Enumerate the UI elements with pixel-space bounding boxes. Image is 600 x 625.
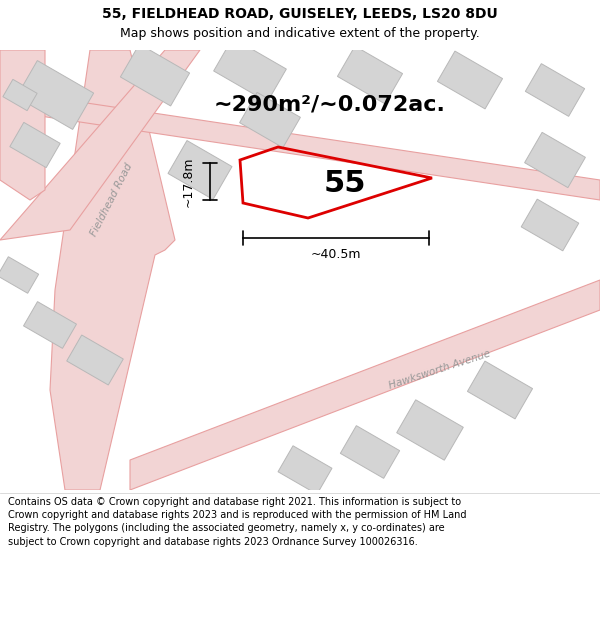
Polygon shape (397, 400, 463, 460)
Polygon shape (121, 44, 190, 106)
Polygon shape (437, 51, 503, 109)
Polygon shape (3, 79, 37, 111)
Polygon shape (521, 199, 579, 251)
Polygon shape (130, 280, 600, 490)
Text: ~290m²/~0.072ac.: ~290m²/~0.072ac. (214, 95, 446, 115)
Polygon shape (340, 426, 400, 478)
Polygon shape (168, 141, 232, 199)
Polygon shape (278, 446, 332, 494)
Polygon shape (214, 38, 286, 102)
Polygon shape (0, 257, 38, 293)
Polygon shape (23, 302, 76, 348)
Polygon shape (0, 50, 200, 240)
Polygon shape (526, 64, 584, 116)
Polygon shape (467, 361, 533, 419)
Polygon shape (16, 61, 94, 129)
Polygon shape (239, 92, 301, 148)
Polygon shape (10, 122, 60, 168)
Polygon shape (67, 335, 123, 385)
Text: ~40.5m: ~40.5m (311, 248, 361, 261)
Text: 55, FIELDHEAD ROAD, GUISELEY, LEEDS, LS20 8DU: 55, FIELDHEAD ROAD, GUISELEY, LEEDS, LS2… (102, 7, 498, 21)
Text: Contains OS data © Crown copyright and database right 2021. This information is : Contains OS data © Crown copyright and d… (8, 497, 467, 547)
Text: Hawksworth Avenue: Hawksworth Avenue (388, 349, 492, 391)
Text: ~17.8m: ~17.8m (182, 156, 194, 207)
Polygon shape (337, 46, 403, 104)
Text: Map shows position and indicative extent of the property.: Map shows position and indicative extent… (120, 28, 480, 41)
Polygon shape (0, 50, 45, 200)
Text: Fieldhead Road: Fieldhead Road (89, 162, 135, 238)
Text: 55: 55 (324, 169, 366, 198)
Polygon shape (0, 90, 600, 200)
Polygon shape (50, 50, 175, 490)
Polygon shape (524, 132, 586, 188)
